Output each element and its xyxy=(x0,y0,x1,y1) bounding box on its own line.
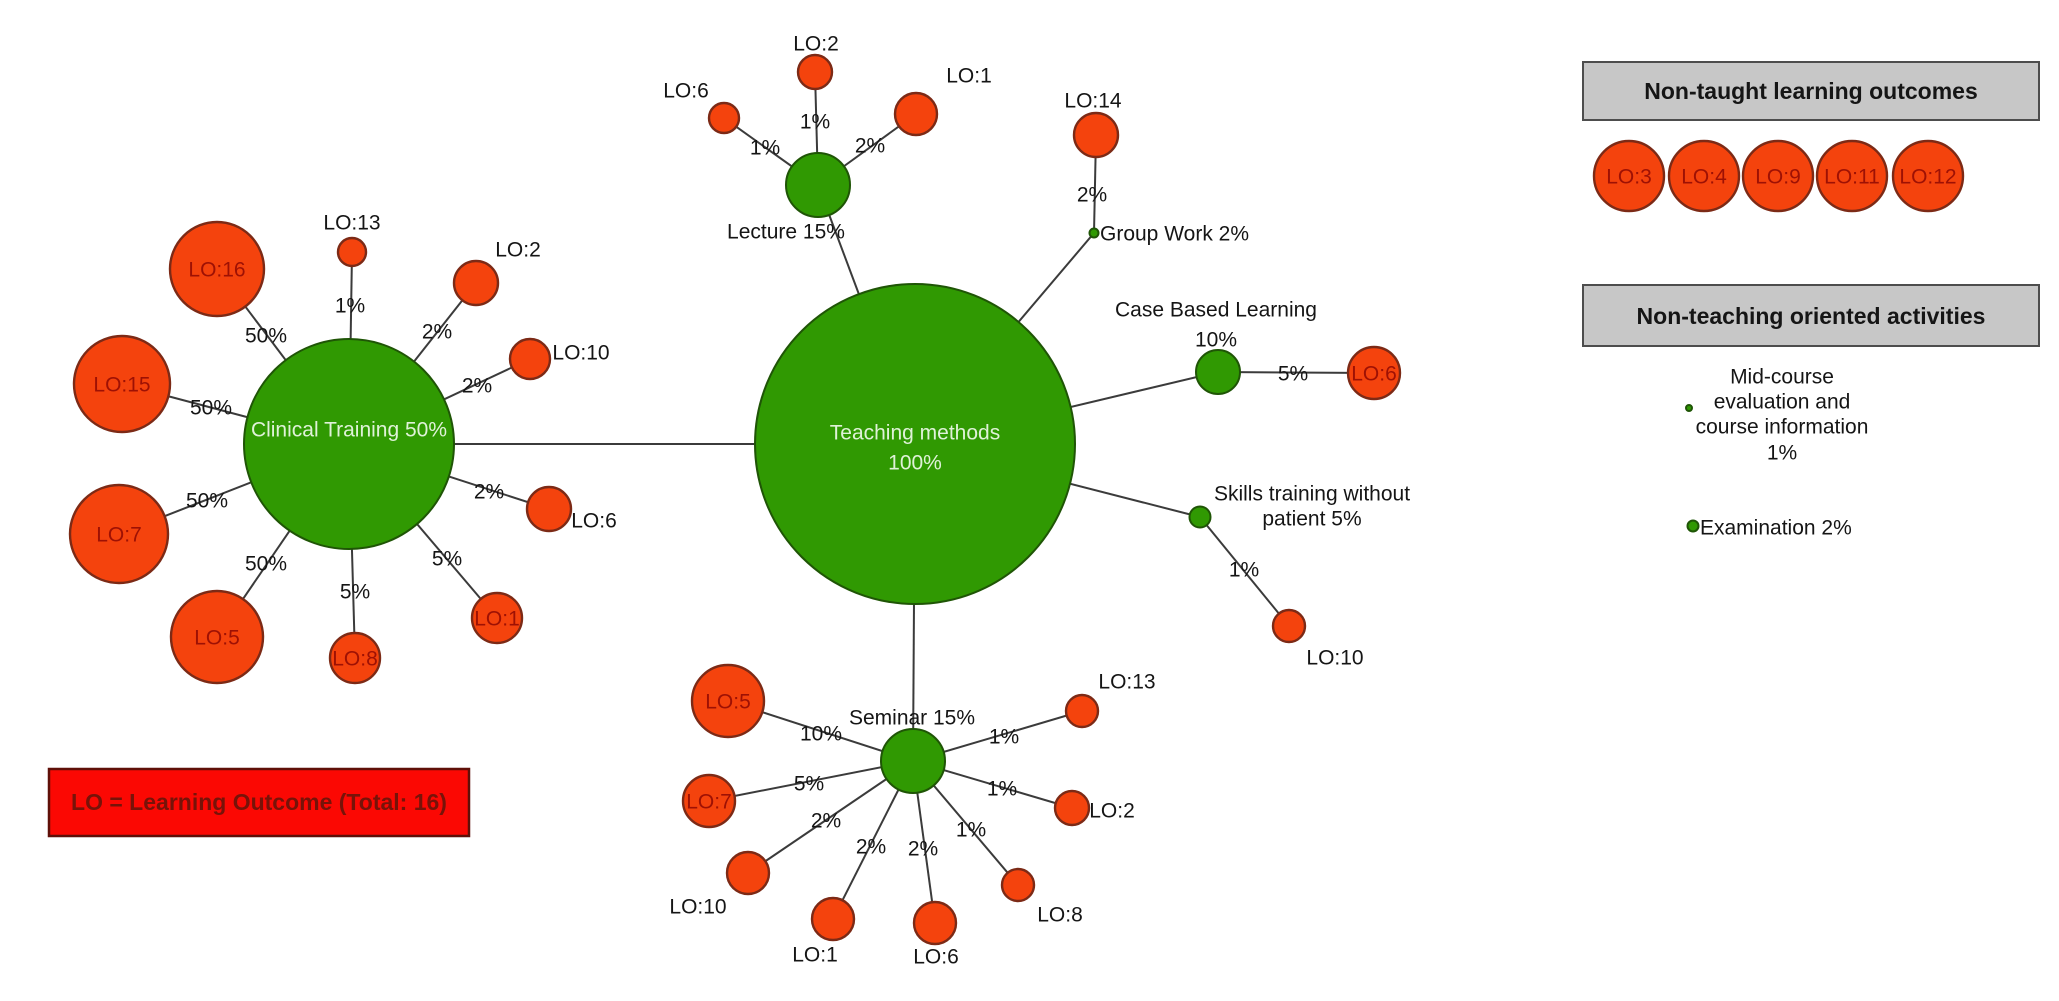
svg-text:LO:6: LO:6 xyxy=(1351,362,1397,385)
svg-text:1%: 1% xyxy=(800,110,830,133)
svg-text:LO:10: LO:10 xyxy=(1306,646,1363,669)
svg-text:Mid-course: Mid-course xyxy=(1730,365,1834,388)
svg-text:LO:2: LO:2 xyxy=(495,238,541,261)
svg-text:2%: 2% xyxy=(811,809,841,832)
svg-text:LO:2: LO:2 xyxy=(1089,799,1135,822)
svg-text:5%: 5% xyxy=(432,547,462,570)
svg-text:Teaching methods: Teaching methods xyxy=(830,421,1000,444)
svg-text:1%: 1% xyxy=(956,818,986,841)
svg-text:LO:8: LO:8 xyxy=(332,647,378,670)
svg-text:LO:7: LO:7 xyxy=(96,523,142,546)
svg-text:10%: 10% xyxy=(1195,328,1237,351)
svg-text:2%: 2% xyxy=(908,837,938,860)
svg-text:LO:7: LO:7 xyxy=(686,790,732,813)
svg-text:50%: 50% xyxy=(190,396,232,419)
svg-text:LO:11: LO:11 xyxy=(1824,165,1880,188)
svg-text:Skills training without: Skills training without xyxy=(1214,482,1410,505)
svg-text:LO:15: LO:15 xyxy=(93,373,150,396)
svg-text:50%: 50% xyxy=(186,489,228,512)
svg-text:LO = Learning Outcome (Total:: LO = Learning Outcome (Total: 16) xyxy=(71,789,447,815)
svg-text:5%: 5% xyxy=(794,772,824,795)
svg-text:1%: 1% xyxy=(1767,441,1797,464)
svg-text:2%: 2% xyxy=(422,320,452,343)
svg-text:1%: 1% xyxy=(989,725,1019,748)
svg-text:course information: course information xyxy=(1696,415,1869,438)
svg-text:Examination 2%: Examination 2% xyxy=(1700,516,1852,539)
svg-text:Seminar 15%: Seminar 15% xyxy=(849,706,975,729)
svg-text:LO:6: LO:6 xyxy=(913,945,959,968)
svg-text:LO:2: LO:2 xyxy=(793,32,839,55)
svg-text:5%: 5% xyxy=(1278,362,1308,385)
svg-text:LO:3: LO:3 xyxy=(1606,165,1652,188)
svg-text:LO:9: LO:9 xyxy=(1755,165,1801,188)
svg-text:Case Based Learning: Case Based Learning xyxy=(1115,298,1317,321)
svg-text:2%: 2% xyxy=(1077,183,1107,206)
svg-text:LO:5: LO:5 xyxy=(705,690,751,713)
svg-text:1%: 1% xyxy=(987,777,1017,800)
svg-text:LO:13: LO:13 xyxy=(1098,670,1155,693)
svg-text:Group Work 2%: Group Work 2% xyxy=(1100,222,1249,245)
svg-text:Clinical Training 50%: Clinical Training 50% xyxy=(251,418,447,441)
svg-text:LO:14: LO:14 xyxy=(1064,89,1122,112)
svg-text:LO:8: LO:8 xyxy=(1037,903,1083,926)
svg-text:Non-taught learning outcomes: Non-taught learning outcomes xyxy=(1644,78,1978,104)
svg-text:2%: 2% xyxy=(855,134,885,157)
svg-text:patient 5%: patient 5% xyxy=(1262,507,1361,530)
svg-text:LO:1: LO:1 xyxy=(792,943,838,966)
svg-text:5%: 5% xyxy=(340,580,370,603)
svg-text:LO:6: LO:6 xyxy=(571,509,617,532)
svg-text:LO:10: LO:10 xyxy=(669,895,726,918)
svg-text:Non-teaching oriented activiti: Non-teaching oriented activities xyxy=(1637,303,1986,329)
svg-text:LO:1: LO:1 xyxy=(474,607,520,630)
svg-text:1%: 1% xyxy=(750,136,780,159)
svg-text:1%: 1% xyxy=(1229,558,1259,581)
svg-text:LO:6: LO:6 xyxy=(663,79,709,102)
svg-text:50%: 50% xyxy=(245,324,287,347)
svg-text:LO:4: LO:4 xyxy=(1681,165,1727,188)
svg-text:LO:1: LO:1 xyxy=(946,64,992,87)
svg-text:evaluation and: evaluation and xyxy=(1714,390,1851,413)
svg-text:100%: 100% xyxy=(888,451,942,474)
svg-text:LO:13: LO:13 xyxy=(323,211,380,234)
svg-text:Lecture 15%: Lecture 15% xyxy=(727,220,845,243)
svg-text:50%: 50% xyxy=(245,552,287,575)
svg-text:LO:16: LO:16 xyxy=(188,258,245,281)
svg-text:10%: 10% xyxy=(800,722,842,745)
svg-text:2%: 2% xyxy=(474,480,504,503)
svg-text:LO:10: LO:10 xyxy=(552,341,609,364)
svg-text:LO:5: LO:5 xyxy=(194,626,240,649)
svg-text:2%: 2% xyxy=(462,374,492,397)
svg-text:1%: 1% xyxy=(335,294,365,317)
svg-text:LO:12: LO:12 xyxy=(1899,165,1956,188)
svg-text:2%: 2% xyxy=(856,835,886,858)
